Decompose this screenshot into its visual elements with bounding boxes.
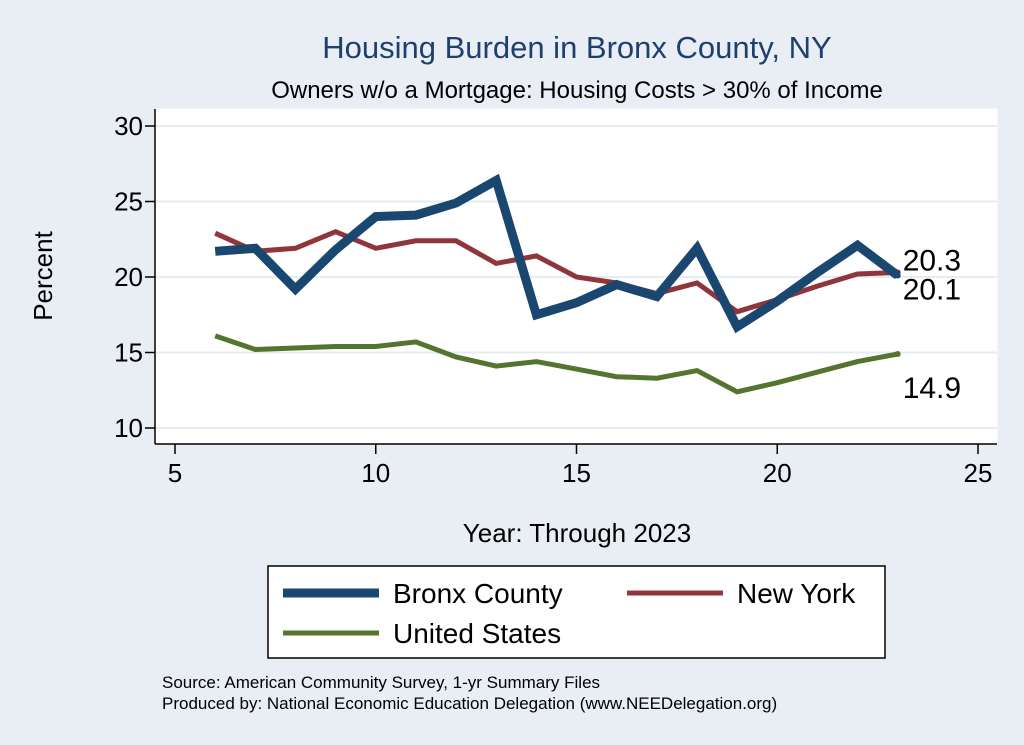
- x-tick-label: 10: [361, 458, 390, 488]
- series-end-marker: [894, 351, 901, 358]
- axes: 10 15 20 25 30 5 10 15 20 25: [114, 109, 997, 488]
- y-tick-label: 15: [114, 338, 143, 368]
- producer-note: Produced by: National Economic Education…: [162, 694, 777, 713]
- x-tick-label: 25: [964, 458, 993, 488]
- legend-box: [267, 565, 886, 659]
- legend: Bronx County New York United States: [267, 565, 886, 659]
- chart-title: Housing Burden in Bronx County, NY: [322, 30, 831, 65]
- source-note: Source: American Community Survey, 1-yr …: [162, 673, 600, 692]
- series-lines: [214, 173, 901, 395]
- series-line-bronx-county: [214, 173, 901, 334]
- y-tick-label: 30: [114, 111, 143, 141]
- legend-label-bronx-county: Bronx County: [393, 578, 563, 609]
- grid: [155, 125, 997, 429]
- legend-label-new-york: New York: [737, 578, 856, 609]
- end-label-new-york: 20.3: [903, 244, 961, 277]
- y-tick-label: 10: [114, 413, 143, 443]
- x-axis-label: Year: Through 2023: [463, 518, 691, 548]
- x-tick-label: 15: [562, 458, 591, 488]
- legend-label-united-states: United States: [393, 618, 561, 649]
- x-tick-label: 20: [763, 458, 792, 488]
- end-label-bronx-county: 20.1: [903, 273, 961, 306]
- series-line-united-states: [214, 333, 899, 395]
- series-end-marker: [894, 272, 901, 279]
- y-axis-label: Percent: [28, 230, 58, 320]
- y-tick-label: 25: [114, 187, 143, 217]
- x-tick-label: 5: [168, 458, 182, 488]
- end-labels: 20.120.3 14.9: [903, 244, 961, 405]
- chart-subtitle: Owners w/o a Mortgage: Housing Costs > 3…: [271, 77, 883, 104]
- y-tick-label: 20: [114, 262, 143, 292]
- end-label-united-states: 14.9: [903, 372, 961, 405]
